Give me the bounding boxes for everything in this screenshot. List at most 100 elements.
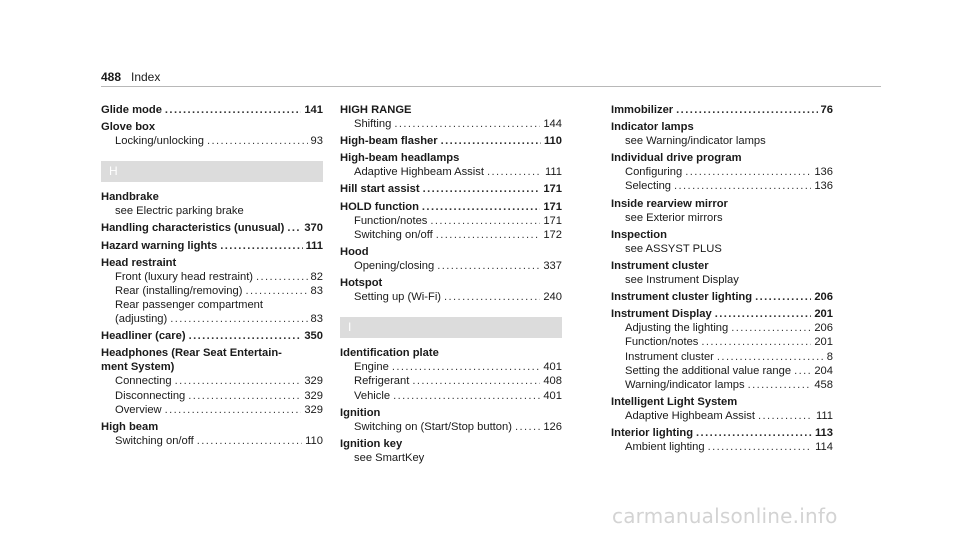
subentry-text: Selecting <box>625 180 672 193</box>
entry-title: Head restraint <box>101 256 177 269</box>
subentry-page[interactable]: 171 <box>543 214 562 227</box>
entry-page[interactable]: 370 <box>304 222 323 235</box>
subentry-page[interactable]: 329 <box>304 389 323 402</box>
entry-title: Instrument Display <box>611 308 712 321</box>
subentry-text: Adaptive Highbeam Assist <box>354 166 484 179</box>
subentry-text: Ambient lighting <box>625 441 705 454</box>
subentry-page[interactable]: 111 <box>544 166 562 179</box>
entry-page[interactable]: 201 <box>814 308 833 321</box>
subentry-page[interactable]: 83 <box>310 284 323 297</box>
subentry-page[interactable]: 329 <box>304 375 323 388</box>
index-entry: Indicator lamps see Warning/indicator la… <box>611 120 833 148</box>
entry-title: Intelligent Light System <box>611 395 738 408</box>
entry-title: Handling characteristics (unusual) <box>101 222 285 235</box>
subentry-text: Configuring <box>625 166 683 179</box>
section-label: Index <box>131 70 161 84</box>
index-column-3: Immobilizer 76 Indicator lamps see Warnin… <box>611 103 833 457</box>
subentry-text: Function/notes <box>354 214 428 227</box>
subentry-page[interactable]: 206 <box>814 322 833 335</box>
page-header: 488 Index <box>101 70 881 88</box>
subentry-text: Locking/unlocking <box>115 135 204 148</box>
subentry-text: Vehicle <box>354 389 391 402</box>
subentry-page[interactable]: 136 <box>814 180 833 193</box>
entry-title: Hotspot <box>340 277 383 290</box>
index-entry: High beam Switching on/off 110 <box>101 420 323 448</box>
subentry-text: Function/notes <box>625 336 699 349</box>
subentry-text: Rear passenger compartment <box>115 298 263 311</box>
entry-title: Glide mode <box>101 104 162 116</box>
cross-reference[interactable]: see ASSYST PLUS <box>625 242 722 255</box>
entry-title: High-beam headlamps <box>340 152 460 165</box>
subentry-page[interactable]: 329 <box>304 403 323 416</box>
cross-reference[interactable]: see Exterior mirrors <box>625 211 723 224</box>
subentry-page[interactable]: 114 <box>815 441 833 454</box>
subentry-page[interactable]: 136 <box>814 166 833 179</box>
entry-page[interactable]: 113 <box>814 426 833 439</box>
cross-reference[interactable]: see Warning/indicator lamps <box>625 135 766 148</box>
subentry-page[interactable]: 240 <box>543 291 562 304</box>
cross-reference[interactable]: see Electric parking brake <box>115 205 244 218</box>
subentry-page[interactable]: 8 <box>826 350 833 363</box>
subentry-text: Switching on/off <box>354 228 433 241</box>
subentry-text: Disconnecting <box>115 389 186 402</box>
entry-page[interactable]: 76 <box>820 104 833 116</box>
subentry-text: Setting up (Wi-Fi) <box>354 291 442 304</box>
subentry-page[interactable]: 110 <box>305 434 323 447</box>
index-entry: HIGH RANGE Shifting 144 <box>340 103 562 131</box>
entry-title: Hood <box>340 245 369 258</box>
subentry-text: Engine <box>354 361 389 374</box>
subentry-page[interactable]: 83 <box>310 313 323 326</box>
index-entry: Individual drive program Configuring136 … <box>611 151 833 193</box>
subentry-text: Rear (installing/removing) <box>115 284 243 297</box>
subentry-text: Switching on (Start/Stop button) <box>354 420 512 433</box>
entry-page[interactable]: 171 <box>543 183 562 196</box>
subentry-page[interactable]: 144 <box>543 118 562 131</box>
subentry-page[interactable]: 111 <box>815 409 833 422</box>
subentry-text: Front (luxury head restraint) <box>115 270 254 283</box>
section-letter-i: I <box>340 317 562 339</box>
index-entry: Hotspot Setting up (Wi-Fi) 240 <box>340 276 562 304</box>
subentry-page[interactable]: 93 <box>310 135 323 148</box>
entry-title: High-beam flasher <box>340 135 438 148</box>
entry-title: Instrument cluster <box>611 259 709 272</box>
entry-title: Inspection <box>611 228 667 241</box>
subentry-text: Overview <box>115 403 162 416</box>
subentry-text: Setting the additional value range <box>625 364 792 377</box>
subentry-page[interactable]: 204 <box>814 364 833 377</box>
entry-page[interactable]: 141 <box>304 104 323 116</box>
index-entry: Instrument cluster lighting 206 <box>611 290 833 304</box>
index-entry: Glide mode 141 <box>101 103 323 117</box>
subentry-text: Refrigerant <box>354 375 410 388</box>
subentry-page[interactable]: 401 <box>543 389 562 402</box>
index-entry: Ignition key see SmartKey <box>340 437 562 465</box>
index-entry: Inside rearview mirror see Exterior mirr… <box>611 197 833 225</box>
entry-title: Handbrake <box>101 191 159 204</box>
subentry-text: Shifting <box>354 118 392 131</box>
subentry-page[interactable]: 337 <box>543 259 562 272</box>
index-column-1: Glide mode 141 Glove box Locking/unlockin… <box>101 103 323 451</box>
entry-title: Inside rearview mirror <box>611 197 728 210</box>
entry-page[interactable]: 206 <box>814 291 833 304</box>
index-entry: Interior lighting 113 Ambient lighting 114 <box>611 426 833 454</box>
subentry-page[interactable]: 172 <box>543 228 562 241</box>
subentry-page[interactable]: 126 <box>543 420 562 433</box>
index-entry: Head restraint Front (luxury head restra… <box>101 256 323 326</box>
cross-reference[interactable]: see SmartKey <box>354 451 425 464</box>
subentry-page[interactable]: 458 <box>814 378 833 391</box>
subentry-text: Connecting <box>115 375 172 388</box>
subentry-page[interactable]: 408 <box>543 375 562 388</box>
cross-reference[interactable]: see Instrument Display <box>625 274 739 287</box>
index-entry: High-beam headlamps Adaptive Highbeam As… <box>340 151 562 179</box>
subentry-page[interactable]: 201 <box>814 336 833 349</box>
entry-page[interactable]: 111 <box>305 239 323 252</box>
index-entry: Identification plate Engine 401 Refrigera… <box>340 346 562 402</box>
subentry-text: Adaptive Highbeam Assist <box>625 409 755 422</box>
entry-page[interactable]: 350 <box>304 330 323 343</box>
entry-page[interactable]: 171 <box>543 200 562 213</box>
index-entry: Inspection see ASSYST PLUS <box>611 228 833 256</box>
entry-title: Individual drive program <box>611 152 742 165</box>
subentry-page[interactable]: 82 <box>310 270 323 283</box>
index-entry: Instrument Display 201 Adjusting the ligh… <box>611 307 833 392</box>
entry-page[interactable]: 110 <box>543 135 562 148</box>
subentry-page[interactable]: 401 <box>543 361 562 374</box>
